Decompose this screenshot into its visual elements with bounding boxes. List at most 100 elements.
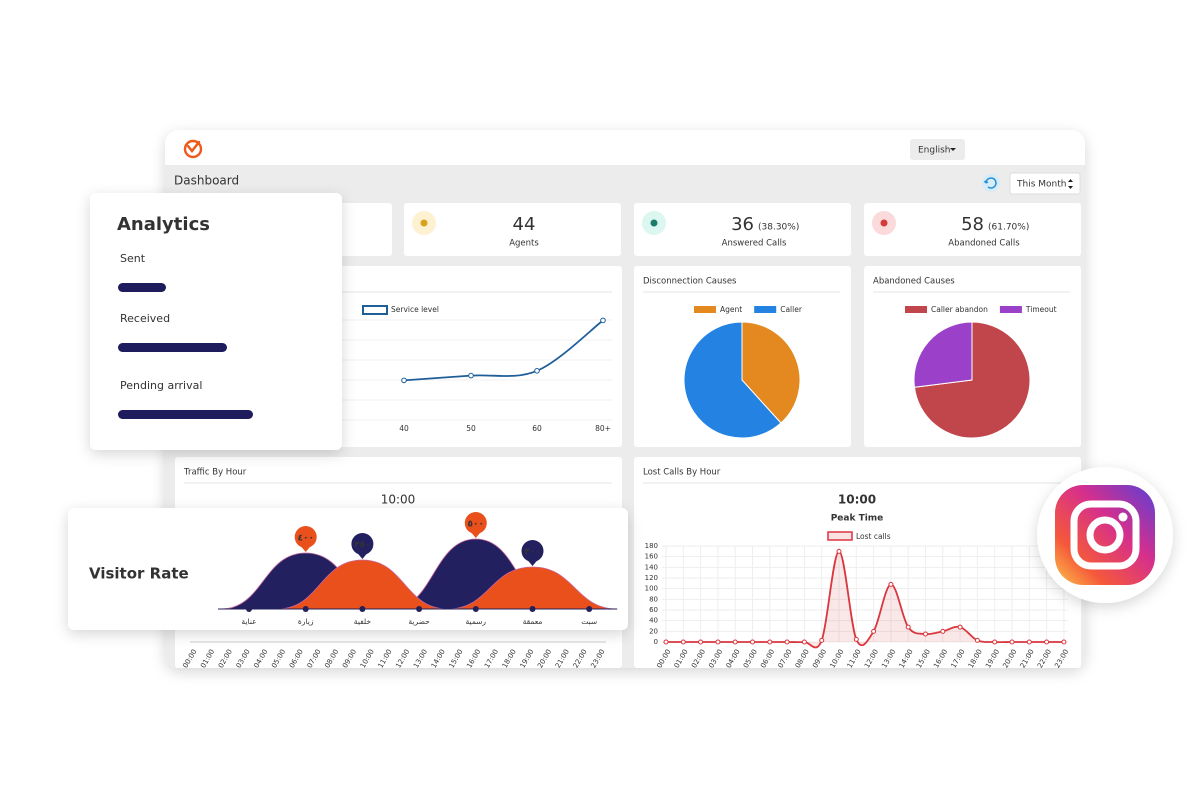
x-tick-label: 60 [532, 424, 542, 433]
bar [118, 283, 166, 292]
point [1026, 639, 1032, 645]
point [401, 377, 407, 384]
point [1061, 639, 1067, 645]
legend-label: Service level [391, 305, 439, 314]
stat-icon-glyph [650, 219, 658, 227]
value-label: ٥٠٠ [468, 520, 484, 530]
point [940, 628, 946, 634]
y-tick-label: 160 [645, 553, 658, 561]
y-tick-label: 180 [645, 542, 658, 550]
period-select[interactable] [1009, 172, 1081, 195]
stat-percent: (61.70%) [988, 223, 1029, 233]
bar-label: Sent [120, 252, 146, 265]
dropdown-caret [950, 148, 956, 151]
x-tick-label: حضرية [408, 617, 430, 626]
refresh-button[interactable] [982, 174, 1000, 192]
y-tick-label: 20 [649, 627, 658, 635]
point [957, 624, 963, 630]
chart-title: Traffic By Hour [183, 468, 247, 478]
legend-label: Agent [720, 305, 742, 314]
line [403, 319, 604, 382]
point [663, 639, 669, 645]
point [715, 639, 721, 645]
pie-slice [683, 321, 782, 439]
stat-icon-glyph [880, 219, 888, 227]
x-tick-label: معمقة [523, 617, 543, 626]
legend-label: Lost calls [856, 532, 891, 541]
point [680, 639, 686, 645]
y-tick-label: 0 [654, 638, 658, 646]
point [767, 639, 773, 645]
page-title: Dashboard [174, 174, 239, 188]
legend-label: Caller abandon [931, 305, 988, 314]
point [1009, 639, 1015, 645]
point [468, 372, 474, 379]
axis-dot [359, 606, 366, 612]
legend-label: Caller [780, 305, 803, 314]
peak-hour: 10:00 [381, 493, 416, 507]
legend-swatch [694, 306, 716, 313]
stat-value: 58 [961, 214, 984, 235]
legend-swatch [362, 305, 388, 315]
point [750, 639, 755, 645]
legend-label: Timeout [1025, 305, 1057, 314]
subtitle: Peak Time [831, 514, 884, 524]
axis-dot [472, 606, 479, 612]
pin [464, 512, 487, 534]
pin [521, 540, 544, 562]
legend-swatch [905, 306, 927, 313]
axis-dot [416, 606, 423, 612]
legend-swatch [754, 306, 777, 313]
axis-dot [302, 606, 309, 612]
value-label: ٤٠٠ [297, 534, 313, 544]
legend-swatch [827, 531, 853, 541]
period-label: This Month [1016, 180, 1066, 190]
logo-mark [186, 140, 201, 153]
point [801, 639, 807, 645]
stat-label: Answered Calls [722, 239, 787, 249]
stat-label: Abandoned Calls [948, 239, 1020, 249]
analytics-panel [90, 193, 342, 450]
x-tick-label: عناية [241, 617, 256, 626]
point [992, 639, 998, 645]
legend-swatch [999, 306, 1022, 313]
value-label: ٣٠٠ [524, 548, 540, 558]
point [888, 581, 894, 587]
bar [118, 343, 227, 352]
x-tick-label: 80+ [595, 424, 611, 433]
point [923, 631, 928, 637]
logo [183, 139, 203, 159]
x-tick-label: خلفية [354, 617, 372, 626]
instagram-glyph [1070, 500, 1140, 570]
point [1044, 639, 1050, 645]
peak-hour: 10:00 [838, 493, 876, 507]
x-tick-label: 40 [399, 424, 409, 433]
value-label: ٣٥٠ [354, 541, 370, 551]
instagram-icon[interactable] [1055, 485, 1155, 585]
axis-dot [586, 606, 593, 612]
point [905, 624, 911, 630]
refresh-icon [983, 177, 997, 189]
x-tick-label: 50 [466, 424, 476, 433]
instagram-glyph [1118, 512, 1128, 522]
language-label: English [918, 146, 951, 156]
point [836, 548, 842, 554]
hump [447, 566, 618, 610]
y-tick-label: 140 [645, 563, 658, 571]
x-tick-label: زيارة [298, 617, 314, 626]
stat-card [864, 203, 1081, 256]
axis-dot [529, 606, 536, 612]
bar [118, 410, 253, 419]
stat-label: Agents [509, 239, 539, 249]
pie-slice [741, 321, 801, 424]
point [600, 317, 606, 324]
language-button[interactable] [910, 139, 965, 160]
chart-card [634, 457, 1081, 668]
chart-title: Abandoned Causes [873, 277, 955, 287]
bar-label: Received [120, 312, 170, 325]
point [732, 639, 738, 645]
point [819, 637, 825, 643]
x-tick-label: رسمية [466, 617, 487, 626]
y-tick-label: 100 [645, 585, 658, 593]
